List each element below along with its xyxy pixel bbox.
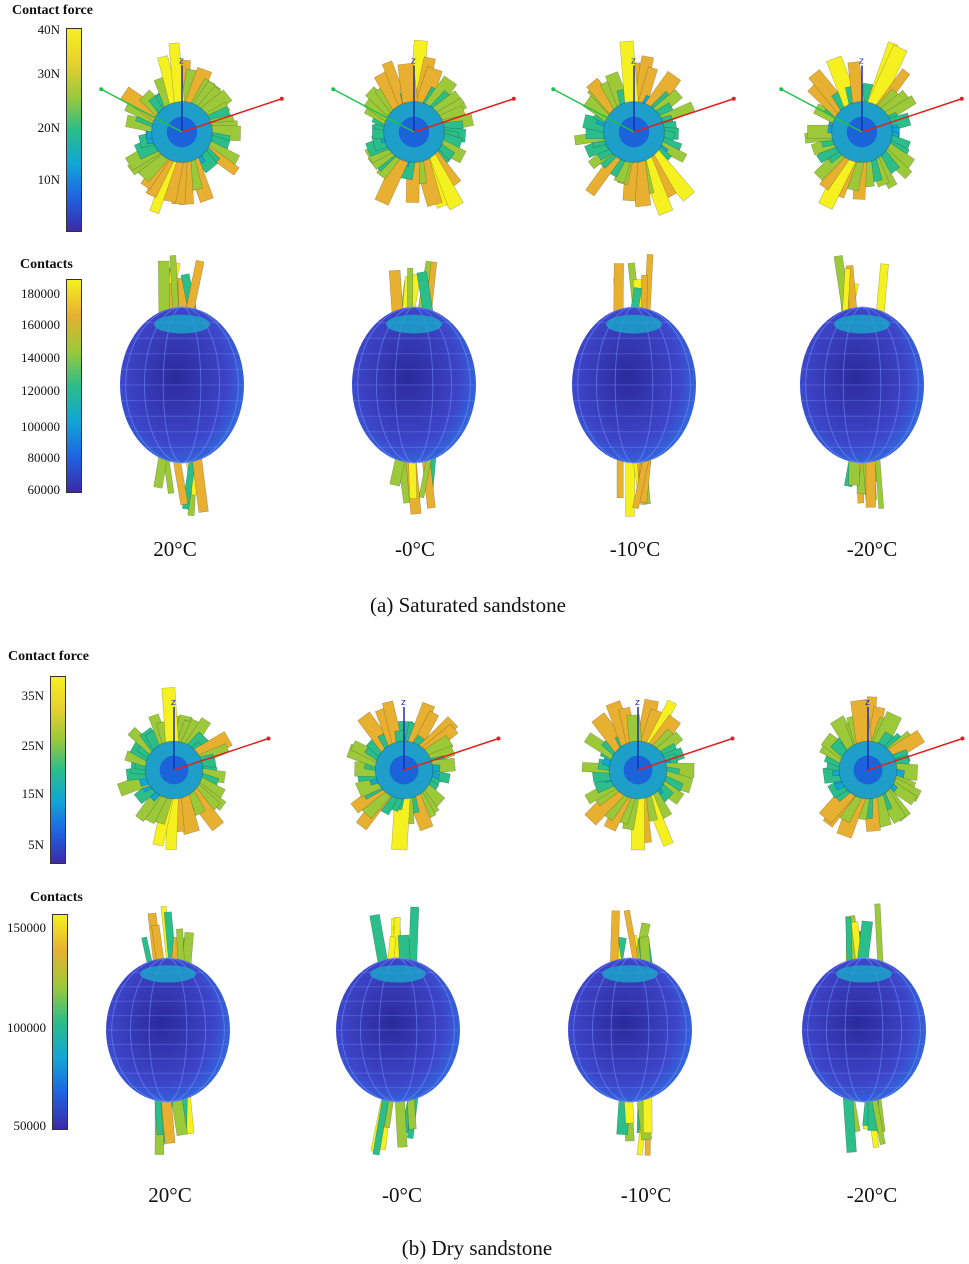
contact-force-rose-diagram: z — [551, 40, 736, 216]
contacts-colorbar-b — [52, 914, 68, 1130]
temperature-label: -0°C — [395, 537, 435, 561]
contact-number-distribution-diagram — [802, 903, 926, 1153]
z-axis-label: z — [865, 698, 870, 708]
contacts-tick: 100000 — [21, 419, 60, 434]
contact-force-rose-diagram: z — [818, 696, 965, 839]
z-axis-label: z — [179, 57, 184, 67]
contact-force-rose-diagram: z — [346, 698, 501, 851]
contacts-colorbar-a — [66, 279, 82, 493]
contact-force-rose-diagram: z — [331, 39, 516, 211]
contacts-tick: 160000 — [21, 317, 60, 332]
temperature-label: -20°C — [846, 537, 898, 561]
contact-number-distribution-diagram — [106, 905, 230, 1155]
contacts-tick: 120000 — [21, 383, 60, 398]
force-colorbar-b — [50, 676, 66, 864]
contacts-tick: 140000 — [21, 350, 60, 365]
force-tick: 25N — [21, 738, 44, 753]
contacts-colorbar-title-a: Contacts — [20, 257, 73, 272]
force-tick: 30N — [37, 66, 60, 81]
z-axis-label: z — [171, 698, 176, 708]
force-tick: 5N — [28, 837, 44, 852]
z-axis-label: z — [411, 57, 416, 67]
temperature-label: -0°C — [382, 1183, 422, 1207]
contact-force-rose-diagram: z — [779, 41, 964, 210]
contact-number-distribution-diagram — [336, 906, 460, 1156]
force-tick: 40N — [37, 22, 60, 37]
contacts-tick: 150000 — [7, 920, 46, 935]
contacts-tick: 60000 — [27, 482, 61, 497]
caption-a: (a) Saturated sandstone — [370, 593, 566, 617]
force-tick: 10N — [37, 172, 60, 187]
contact-force-rose-diagram: z — [116, 686, 271, 851]
force-tick: 20N — [37, 120, 60, 135]
force-colorbar-title-b: Contact force — [8, 649, 89, 664]
contact-number-distribution-diagram — [120, 255, 244, 516]
contact-force-rose-diagram: z — [99, 42, 284, 215]
caption-b: (b) Dry sandstone — [401, 1236, 553, 1260]
contact-number-distribution-diagram — [352, 260, 476, 515]
contact-number-distribution-diagram — [572, 254, 696, 517]
temperature-label: -20°C — [846, 1183, 898, 1207]
temperature-label: 20°C — [148, 1183, 192, 1207]
force-colorbar-title-a: Contact force — [12, 3, 93, 18]
force-tick: 35N — [21, 688, 44, 703]
z-axis-label: z — [401, 698, 406, 708]
contacts-tick: 80000 — [27, 450, 61, 465]
contacts-colorbar-title-b: Contacts — [30, 890, 83, 905]
contacts-tick: 180000 — [21, 286, 60, 301]
temperature-label: -10°C — [609, 537, 661, 561]
contact-force-rose-diagram: z — [581, 698, 735, 851]
z-axis-label: z — [635, 698, 640, 708]
contacts-tick: 100000 — [7, 1020, 46, 1035]
force-colorbar-a — [66, 28, 82, 232]
contact-number-distribution-diagram — [800, 255, 924, 509]
contact-number-distribution-diagram — [568, 909, 692, 1156]
contacts-tick: 50000 — [13, 1118, 47, 1133]
z-axis-label: z — [859, 57, 864, 67]
force-tick: 15N — [21, 786, 44, 801]
z-axis-label: z — [631, 57, 636, 67]
temperature-label: -10°C — [620, 1183, 672, 1207]
temperature-label: 20°C — [153, 537, 197, 561]
